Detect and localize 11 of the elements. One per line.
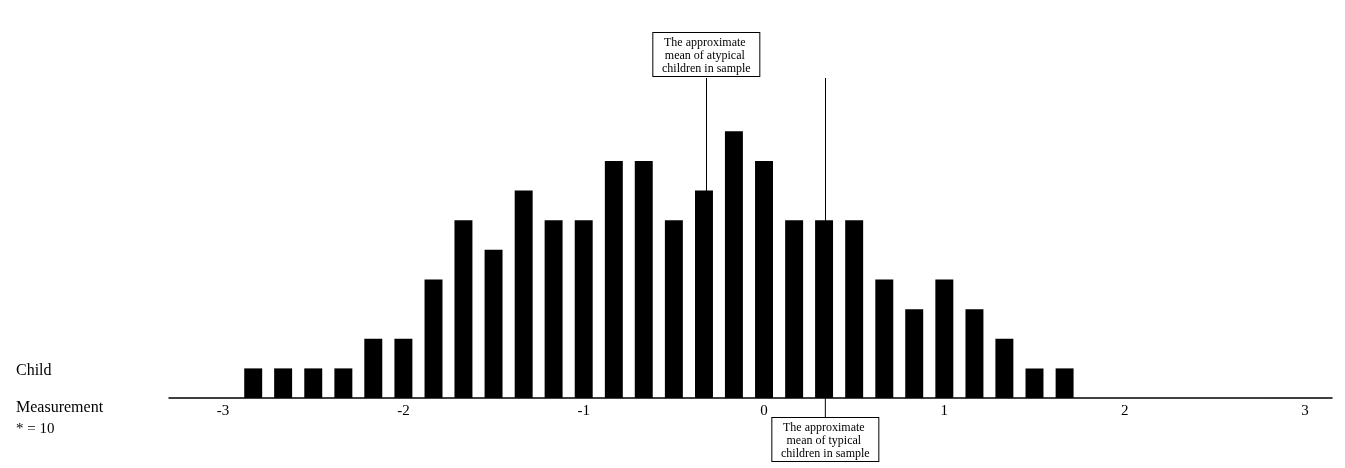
text: Child Measurement bbox=[16, 361, 104, 415]
x-tick-label: -1 bbox=[577, 401, 590, 418]
ref-line-label: The approximate mean of atypical children in sample bbox=[662, 34, 751, 75]
x-tick-label: -3 bbox=[216, 401, 230, 418]
ref-line-label: The approximate mean of typical children in sample bbox=[781, 419, 870, 460]
x-tick-label: 2 bbox=[1120, 401, 1129, 418]
x-tick-label: -2 bbox=[397, 401, 410, 418]
text: * = 10 bbox=[16, 419, 55, 436]
x-tick-label: 3 bbox=[1301, 401, 1309, 418]
x-tick-label: 0 bbox=[760, 401, 768, 418]
x-tick-label: 1 bbox=[940, 401, 949, 418]
